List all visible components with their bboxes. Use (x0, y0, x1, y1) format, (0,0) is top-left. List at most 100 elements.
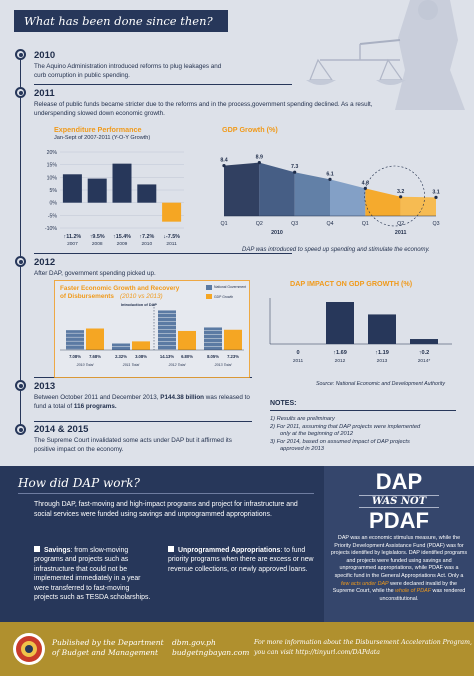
footer-published-2: of Budget and Management (52, 648, 159, 657)
impact-bar (368, 314, 396, 344)
pdaf-heading: PDAF (369, 508, 429, 533)
fast-value-label: 8.05% (207, 354, 219, 359)
expenditure-bar (87, 178, 107, 203)
note-2b: only at the beginning of 2012 (280, 431, 354, 437)
fast-value-label: 7.68% (89, 354, 101, 359)
note-1: 1) Results are preliminary (270, 416, 335, 422)
dap-pdaf-text: DAP was an economic stimulus measure, wh… (330, 535, 468, 603)
gdp-value-label: 3.1 (432, 189, 439, 195)
fast-value-label: 7.23% (227, 354, 239, 359)
timeline-dot-2010 (15, 49, 26, 60)
gdp-point (257, 161, 261, 165)
faster-growth-title-2: of Disbursements (60, 293, 114, 300)
expenditure-chart: 20% 15% 10% 5% 0% -5% -10% ↑11.2%2007 ↑9.5%2008 ↑… (45, 150, 184, 247)
footer-link-dbm[interactable]: dbm.gov.ph (172, 638, 216, 647)
timeline-line (20, 52, 21, 430)
intro-of-dap-label: Introduction of DAP (121, 303, 157, 307)
gdp-area-segment (330, 179, 366, 216)
fast-value-label: 7.08% (69, 354, 81, 359)
expenditure-bar (137, 184, 157, 203)
text-2013: Between October 2011 and December 2013, … (34, 394, 254, 411)
note-2: 2) For 2011, assuming that DAP projects … (270, 424, 421, 430)
gdp-title: GDP Growth (%) (222, 125, 278, 134)
footer-more-1: For more information about the Disbursem… (254, 639, 472, 646)
year-2012: 2012 (34, 257, 56, 268)
divider (34, 421, 252, 422)
dbm-seal-icon (13, 633, 45, 665)
legend-label-gdp: GDP Growth (214, 295, 233, 299)
unprogrammed-bullet: Unprogrammed Appropriations: to fund pri… (168, 546, 314, 574)
impact-bar (410, 339, 438, 344)
impact-category-label: 2014* (418, 358, 431, 364)
expenditure-value-label: ↑15.4% (113, 234, 131, 240)
impact-value-label: ↑0.2 (419, 350, 430, 356)
how-title: How did DAP work? (18, 476, 140, 490)
fast-bar-gdp (178, 330, 196, 350)
expenditure-title: Expenditure Performance (54, 125, 142, 134)
gdp-quarter-label: Q1 (220, 221, 227, 227)
faster-growth-title-years: (2010 vs 2013) (120, 293, 163, 300)
gdp-quarter-label: Q4 (326, 221, 333, 227)
year-2013: 2013 (34, 381, 56, 392)
fast-bar-gdp (224, 329, 242, 350)
note-3: 3) For 2014, based on assumed impact of … (270, 439, 410, 445)
footer-more-2[interactable]: you can visit http://tinyurl.com/DAPdata (254, 649, 380, 656)
lady-justice-illustration (306, 0, 465, 110)
expenditure-category-label: 2009 (117, 241, 128, 247)
impact-category-label: 2011 (293, 358, 304, 364)
fast-bar-gdp (86, 328, 104, 350)
footer-published-1: Published by the Department (52, 638, 164, 647)
notes-divider (270, 410, 456, 411)
impact-value-label: ↑1.19 (375, 350, 389, 356)
gdp-caption: DAP was introduced to speed up spending … (242, 247, 430, 253)
expenditure-ytick: -5% (48, 213, 58, 219)
gdp-point (293, 170, 297, 174)
impact-value-label: 0 (296, 350, 299, 356)
impact-category-label: 2013 (377, 358, 388, 364)
gdp-area-segment (259, 162, 295, 216)
gdp-point (399, 195, 403, 199)
expenditure-category-label: 2007 (67, 241, 78, 247)
gdp-value-label: 3.2 (397, 189, 404, 195)
expenditure-ytick: 15% (47, 163, 58, 169)
faster-growth-title: Faster Economic Growth and Recovery (60, 285, 180, 292)
expenditure-ytick: 10% (47, 175, 58, 181)
fast-bar-gdp (132, 341, 150, 350)
expenditure-value-label: ↑9.5% (90, 234, 105, 240)
footer-link-budget[interactable]: budgetngbayan.com (172, 648, 250, 657)
gdp-quarter-label: Q2 (256, 221, 263, 227)
savings-bullet: Savings: from slow-moving programs and p… (34, 546, 154, 602)
expenditure-subtitle: Jan-Sept of 2007-2011 (Y-O-Y Growth) (54, 135, 151, 141)
text-2013-amount: P144.38 billion (160, 394, 205, 401)
gdp-area-segment (224, 162, 260, 216)
fast-value-label: 14.13% (160, 354, 174, 359)
year-2010: 2010 (34, 50, 56, 61)
impact-source: Source: National Economic and Developmen… (316, 381, 446, 387)
legend-swatch-gdp (206, 294, 212, 299)
bullet-square-icon (168, 546, 174, 552)
gdp-value-label: 7.3 (291, 164, 298, 170)
gdp-value-label: 8.4 (220, 158, 227, 164)
impact-bar (326, 302, 354, 344)
footer-published: Published by the Department of Budget an… (52, 638, 164, 658)
footer (0, 622, 474, 676)
timeline-dot-2014 (15, 424, 26, 435)
year-2014-2015: 2014 & 2015 (34, 424, 89, 435)
gdp-chart: 8.4 Q1 8.9 Q2 7.3 Q3 6.1 Q4 4.6 Q1 3.2 Q2 3.1 Q3 2010 2… (220, 155, 439, 236)
dap-heading: DAP (375, 469, 423, 494)
expenditure-bar (112, 163, 132, 203)
impact-title: DAP IMPACT ON GDP GROWTH (%) (290, 279, 413, 288)
gdp-point (363, 186, 367, 190)
was-not-heading: WAS NOT (359, 495, 439, 508)
expenditure-ytick: 20% (47, 150, 58, 156)
text-2011: Release of public funds became stricter … (34, 101, 373, 117)
year-2011: 2011 (34, 88, 55, 99)
text-2014-2015: The Supreme Court invalidated some acts … (34, 437, 232, 453)
gdp-value-label: 8.9 (256, 155, 263, 161)
gdp-year-label: 2011 (395, 230, 407, 236)
gdp-point (328, 177, 332, 181)
fast-category-label: 2011 Total (122, 363, 140, 367)
expenditure-category-label: 2008 (92, 241, 103, 247)
legend-label-national: National Government (214, 285, 246, 289)
